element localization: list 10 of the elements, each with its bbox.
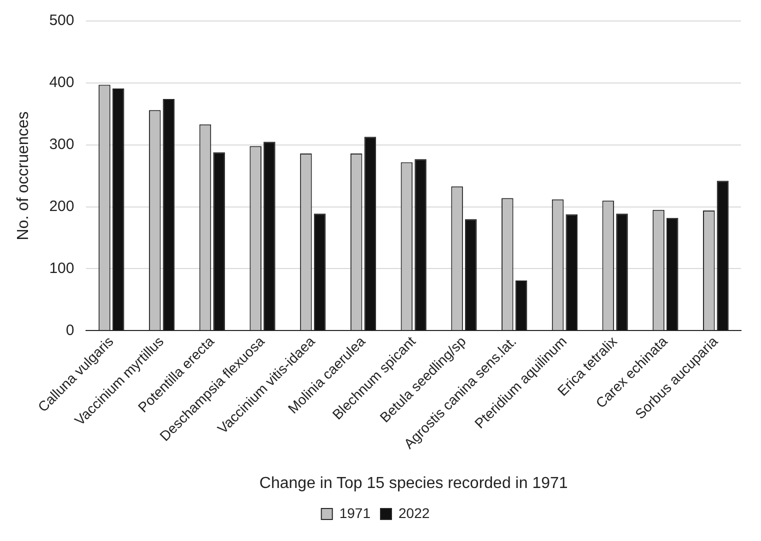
- y-tick-label: 500: [49, 12, 74, 30]
- y-tick-label: 0: [66, 322, 74, 339]
- x-axis-title: Change in Top 15 species recorded in 1971: [259, 474, 568, 492]
- y-tick-label: 400: [49, 74, 74, 92]
- y-tick-label: 300: [49, 136, 74, 153]
- y-axis-title: No. of occruences: [15, 111, 32, 240]
- legend-label: 2022: [398, 504, 430, 521]
- legend-label: 1971: [339, 504, 371, 521]
- y-tick-label: 200: [49, 198, 74, 215]
- y-tick-label: 100: [49, 260, 74, 277]
